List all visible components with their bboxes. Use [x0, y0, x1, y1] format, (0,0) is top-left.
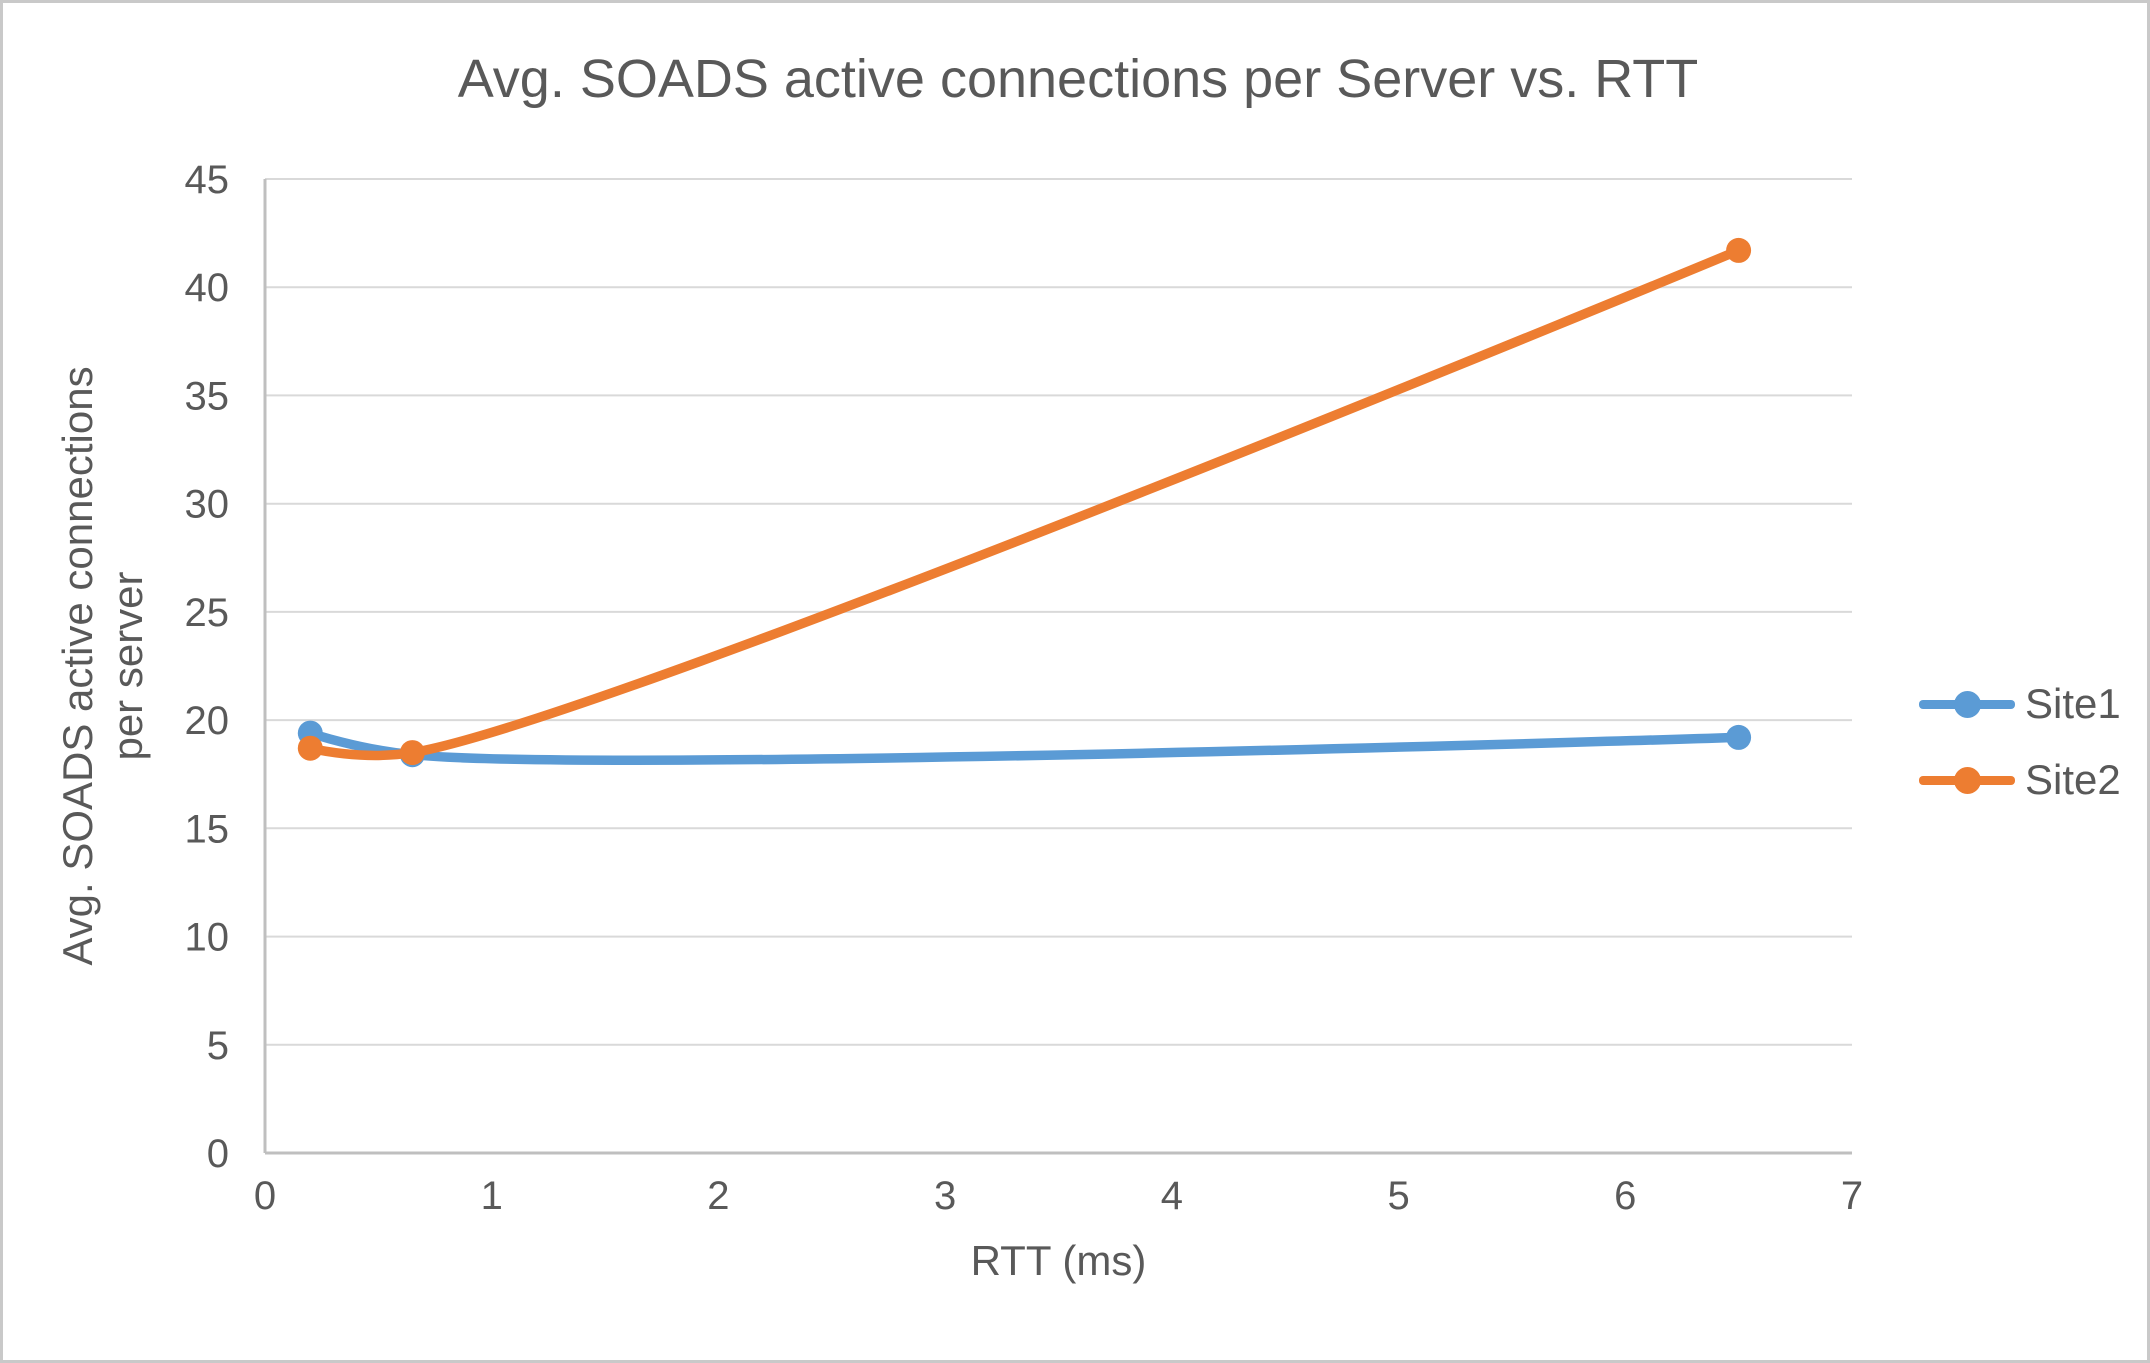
data-point-marker-site2	[399, 740, 425, 766]
y-tick-label: 10	[185, 916, 230, 960]
y-tick-label: 25	[185, 591, 230, 635]
series-line-site2	[305, 245, 1744, 761]
data-point-marker-site2	[1726, 237, 1752, 263]
site2-line-marker-icon	[1919, 766, 2015, 794]
y-tick-label: 30	[185, 483, 230, 527]
site2-dot-icon	[1954, 766, 1981, 794]
data-point-marker-site1	[1726, 724, 1752, 750]
legend-label-site2: Site2	[2025, 756, 2121, 803]
legend-label-site1: Site1	[2025, 680, 2121, 727]
x-tick-label: 1	[481, 1174, 503, 1218]
x-axis-title: RTT (ms)	[970, 1237, 1147, 1284]
legend-item-site2: Site2	[1919, 753, 2121, 807]
y-axis-title-line1: Avg. SOADS active connections	[54, 366, 101, 966]
y-tick-label: 40	[185, 266, 230, 310]
site1-dot-icon	[1954, 690, 1981, 718]
y-axis-title-line2: per server	[104, 571, 151, 761]
series-line-site1	[305, 728, 1744, 765]
x-tick-label: 0	[254, 1174, 276, 1218]
y-tick-label: 20	[185, 699, 230, 743]
legend-item-site1: Site1	[1919, 677, 2121, 731]
y-tick-label: 0	[207, 1132, 229, 1176]
y-tick-label: 35	[185, 374, 230, 418]
x-tick-label: 7	[1841, 1174, 1863, 1218]
y-tick-label: 15	[185, 807, 230, 851]
x-tick-label: 2	[707, 1174, 729, 1218]
y-axis-title: Avg. SOADS active connections per server	[53, 116, 163, 1216]
legend: Site1 Site2	[1919, 677, 2121, 807]
site1-line-marker-icon	[1919, 690, 2015, 718]
x-tick-label: 4	[1161, 1174, 1183, 1218]
x-tick-label: 3	[934, 1174, 956, 1218]
chart-title: Avg. SOADS active connections per Server…	[457, 49, 1699, 109]
x-tick-label: 5	[1387, 1174, 1409, 1218]
y-tick-label: 5	[207, 1024, 229, 1068]
x-tick-label: 6	[1614, 1174, 1636, 1218]
data-point-marker-site2	[297, 735, 323, 761]
y-tick-label: 45	[185, 158, 230, 202]
